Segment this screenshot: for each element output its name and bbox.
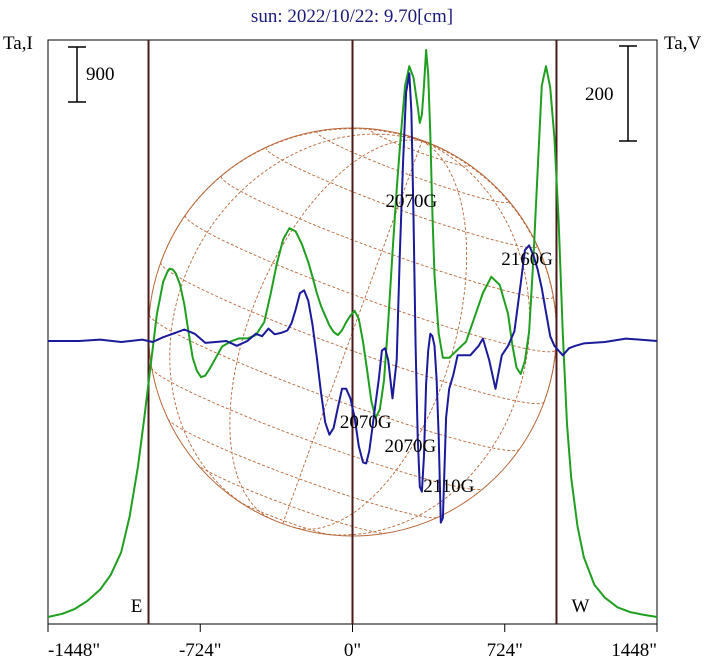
longitude-grid-line	[160, 128, 423, 263]
left-axis-label: Ta,I	[3, 33, 33, 54]
solar-disk-grid	[148, 127, 557, 537]
latitude-grid-line	[316, 130, 510, 203]
annotations: 2070G 2160G 2070G 2070G 2110G	[340, 191, 553, 497]
right-scale-bar-label: 200	[585, 84, 614, 105]
longitude-grid-line	[282, 140, 423, 524]
longitude-grid-line	[229, 139, 423, 521]
limb-lines	[147, 40, 558, 624]
series-group	[47, 49, 658, 618]
chart-title: sun: 2022/10/22: 9.70[cm]	[251, 6, 453, 27]
stokes-v-line	[48, 72, 658, 524]
latitude-grid-line	[148, 314, 520, 452]
x-tick-label: -724"	[179, 640, 222, 661]
x-tick-label: 1448"	[611, 640, 657, 661]
longitude-grid-line	[421, 140, 557, 402]
field-annotation: 2070G	[340, 412, 392, 433]
x-tick-label: -1448"	[48, 640, 100, 661]
latitude-grid-line	[196, 463, 387, 534]
latitude-grid-line	[238, 500, 332, 536]
limb-marker-e: E	[131, 596, 143, 617]
longitude-grid-line	[318, 140, 531, 536]
field-annotation: 2070G	[386, 191, 438, 212]
stokes-i-line	[47, 49, 658, 618]
x-tick-label: 724"	[487, 640, 523, 661]
x-axis-ticks: -1448" -724" 0" 724" 1448"	[47, 624, 658, 661]
right-axis-label: Ta,V	[664, 33, 701, 54]
longitude-grid-line	[169, 133, 423, 509]
field-annotation: 2070G	[385, 436, 437, 457]
longitude-grid-line	[292, 140, 468, 530]
latitude-grid-line	[220, 176, 554, 300]
field-annotation: 2160G	[501, 249, 553, 270]
limb-marker-w: W	[572, 596, 590, 617]
scale-bars: 900 200	[68, 45, 637, 142]
left-scale-bar-label: 900	[86, 64, 115, 85]
x-tick-label: 0"	[344, 640, 361, 661]
field-annotation: 2110G	[423, 476, 474, 497]
longitude-grid-line	[421, 140, 428, 143]
